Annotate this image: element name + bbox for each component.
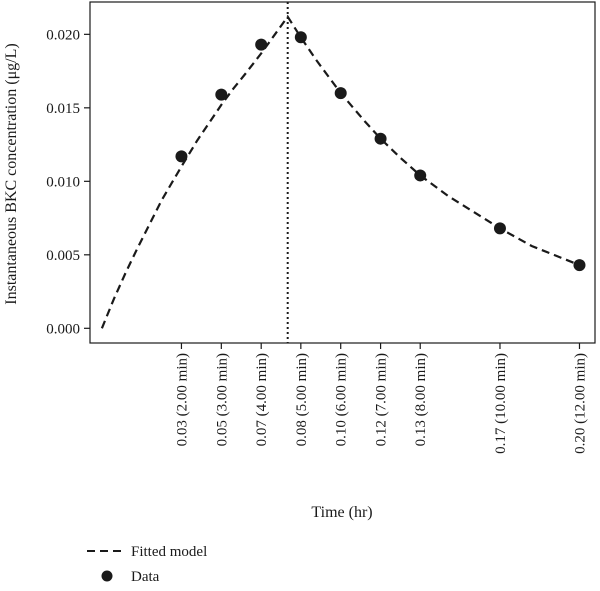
x-axis: 0.03 (2.00 min) 0.05 (3.00 min) 0.07 (4.00… [174, 343, 588, 454]
y-tick-label: 0.005 [46, 248, 80, 264]
data-points [175, 31, 586, 272]
data-point [493, 222, 506, 235]
data-point [374, 132, 387, 145]
legend-dot-icon [101, 570, 113, 582]
y-tick-label: 0.020 [46, 27, 80, 43]
y-tick-label: 0.000 [46, 321, 80, 337]
x-tick-label: 0.03 (2.00 min) [174, 353, 190, 446]
x-axis-label: Time (hr) [311, 504, 372, 521]
x-tick-label: 0.07 (4.00 min) [254, 353, 270, 446]
x-tick-label: 0.08 (5.00 min) [294, 353, 310, 446]
data-point [215, 88, 228, 101]
legend: Fitted model Data [87, 544, 207, 585]
data-point [573, 259, 586, 272]
x-tick-label: 0.10 (6.00 min) [334, 353, 350, 446]
legend-label-data: Data [131, 569, 160, 585]
x-tick-label: 0.05 (3.00 min) [214, 353, 230, 446]
legend-label-fitted-model: Fitted model [131, 544, 207, 560]
x-tick-label: 0.13 (8.00 min) [413, 353, 429, 446]
plot-frame [89, 1, 596, 344]
data-point [294, 31, 307, 44]
data-point [255, 38, 268, 51]
data-point [175, 150, 188, 163]
y-axis-label: Instantaneous BKC concentration (μg/L) [3, 43, 20, 304]
y-axis: 0.000 0.005 0.010 0.015 0.020 [46, 27, 90, 337]
x-tick-label: 0.12 (7.00 min) [374, 353, 390, 446]
data-point [414, 169, 427, 182]
x-tick-label: 0.17 (10.00 min) [493, 353, 509, 454]
data-point [334, 87, 347, 100]
fitted-model-line [100, 14, 580, 329]
y-tick-label: 0.010 [46, 174, 80, 190]
y-tick-label: 0.015 [46, 101, 80, 117]
x-tick-label: 0.20 (12.00 min) [572, 353, 588, 454]
